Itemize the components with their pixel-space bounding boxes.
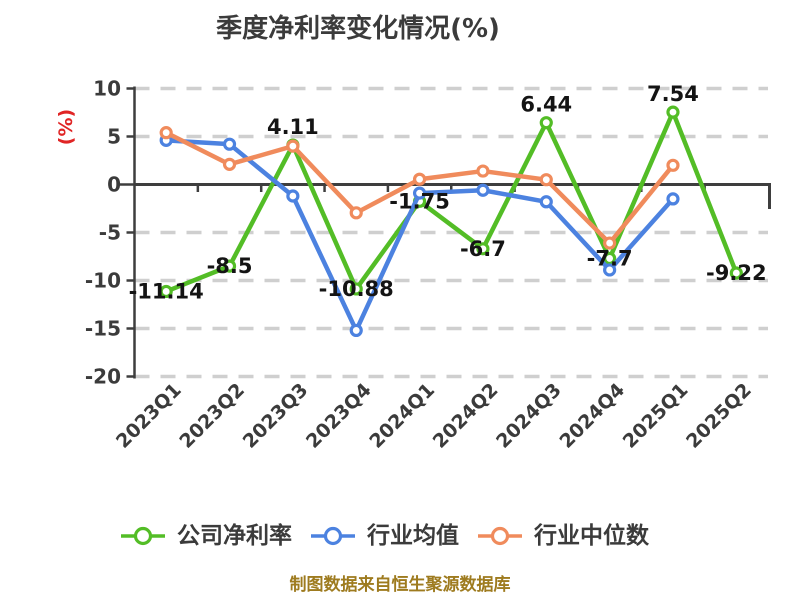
data-point-label: -7.7: [587, 246, 633, 270]
data-point-marker: [286, 189, 300, 203]
x-tick-label: 2025Q2: [682, 379, 756, 453]
data-point-marker: [286, 139, 300, 153]
legend-marker-industry-median-icon: [478, 526, 522, 546]
x-tick-label: 2023Q1: [112, 379, 186, 453]
y-tick-label: -5: [99, 221, 121, 245]
data-point-marker: [476, 242, 490, 256]
x-tick-label: 2024Q2: [429, 379, 503, 453]
legend: 公司净利率 行业均值 行业中位数: [120, 522, 649, 550]
data-point-marker: [412, 186, 427, 200]
data-point-marker: [666, 158, 680, 172]
series-line-公司净利率: [163, 109, 739, 294]
data-point-marker: [349, 282, 363, 296]
legend-item-industry-mean: 行业均值: [310, 522, 459, 550]
x-tick-label: 2025Q1: [619, 379, 693, 453]
data-point-marker: [222, 259, 237, 273]
data-point-marker: [539, 195, 553, 209]
data-point-marker: [666, 105, 680, 119]
y-tick-label: -10: [85, 269, 121, 293]
x-tick-label: 2024Q4: [555, 379, 629, 453]
data-point-marker: [666, 192, 680, 206]
data-point-marker: [349, 206, 363, 220]
data-point-marker: [603, 236, 617, 250]
data-point-label: 6.44: [520, 93, 572, 117]
data-point-marker: [476, 164, 490, 178]
y-tick-label: 5: [107, 125, 121, 149]
legend-item-company: 公司净利率: [120, 522, 292, 550]
chart-title: 季度净利率变化情况(%): [216, 14, 500, 44]
data-point-marker: [222, 137, 237, 151]
x-tick-label: 2023Q3: [239, 379, 313, 453]
x-tick-label: 2023Q4: [302, 379, 376, 453]
legend-item-industry-median: 行业中位数: [477, 522, 649, 550]
data-point-marker: [603, 263, 617, 277]
data-point-marker: [222, 157, 237, 171]
legend-label-industry-mean: 行业均值: [367, 523, 459, 549]
data-point-label: 4.11: [267, 115, 319, 139]
data-point-label: -6.7: [460, 237, 506, 261]
y-tick-label: 10: [93, 77, 121, 101]
source-note: 制图数据来自恒生聚源数据库: [289, 575, 511, 595]
y-tick-label: 0: [107, 173, 121, 197]
x-tick-label: 2024Q1: [365, 379, 439, 453]
legend-marker-industry-mean-icon: [311, 526, 355, 546]
y-tick-label: -15: [85, 317, 121, 341]
x-tick-label: 2023Q2: [175, 379, 249, 453]
y-axis-unit-label: (%): [55, 109, 77, 145]
y-tick-label: -20: [85, 365, 121, 389]
data-point-label: -1.75: [389, 189, 450, 213]
data-point-label: -8.5: [207, 254, 253, 278]
data-point-label: -11.14: [129, 279, 204, 303]
x-tick-label: 2024Q3: [492, 379, 566, 453]
data-point-marker: [159, 126, 173, 140]
legend-marker-company-icon: [121, 526, 165, 546]
data-point-marker: [539, 173, 553, 187]
data-point-marker: [476, 183, 490, 197]
data-point-marker: [412, 172, 427, 186]
data-point-marker: [539, 116, 553, 130]
legend-label-industry-median: 行业中位数: [534, 523, 649, 549]
x-axis-zero-line: [134, 183, 771, 209]
data-point-label: -9.22: [706, 261, 767, 285]
legend-label-company: 公司净利率: [177, 523, 292, 549]
data-point-label: 7.54: [647, 82, 699, 106]
data-point-marker: [349, 323, 363, 338]
data-point-label: -10.88: [319, 277, 394, 301]
data-point-marker: [729, 266, 743, 280]
data-point-marker: [159, 284, 173, 299]
